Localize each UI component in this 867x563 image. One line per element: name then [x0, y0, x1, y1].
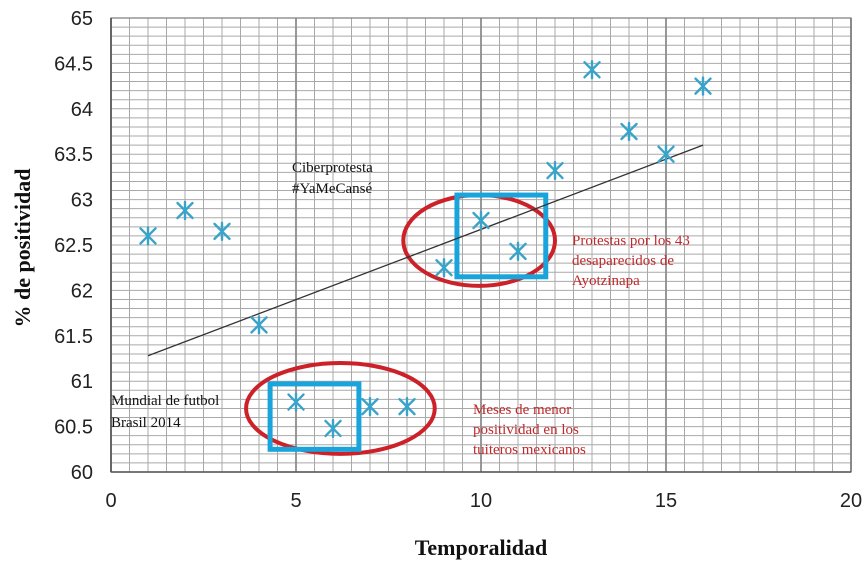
highlight-box: [267, 381, 362, 452]
y-tick-label: 60: [71, 462, 93, 484]
annotation-meses-line-1: Meses de menor: [473, 402, 571, 418]
data-point: [139, 226, 157, 246]
y-tick-label: 61.5: [54, 326, 93, 348]
data-point: [361, 396, 379, 417]
y-tick-label: 62: [71, 280, 93, 302]
annotation-mundial: Mundial de futbol Brasil 2014: [111, 393, 219, 431]
data-point: [287, 392, 305, 412]
data-point: [435, 258, 453, 278]
annotation-protestas: Protestas por los 43 desaparecidos de Ay…: [572, 233, 690, 289]
annotation-ciberprotesta: Ciberprotesta #YaMeCansé: [292, 160, 373, 197]
annotation-meses-line-2: positividad en los: [473, 422, 579, 438]
y-tick-label: 63: [71, 190, 93, 212]
highlight-box: [454, 192, 549, 280]
data-point: [472, 210, 490, 231]
annotation-meses: Meses de menor positividad en los tuiter…: [473, 402, 586, 458]
grid-lines: [110, 17, 852, 473]
data-point: [546, 160, 564, 181]
x-tick-label: 5: [290, 490, 301, 512]
annotation-protestas-line-3: Ayotzinapa: [572, 273, 640, 289]
tick-labels: 0 5 10 15 20 60 60.5 61 61.5 62 62.5 63 63.5 64 64.5 65: [54, 8, 862, 512]
x-tick-label: 10: [470, 490, 492, 512]
data-point: [324, 418, 342, 439]
annotation-meses-line-3: tuiteros mexicanos: [473, 442, 586, 458]
data-point: [694, 76, 712, 96]
highlight-shapes: [244, 192, 557, 456]
data-point: [620, 121, 638, 142]
data-point: [398, 396, 416, 417]
data-point: [250, 315, 268, 335]
y-tick-label: 62.5: [54, 235, 93, 257]
y-tick-label: 65: [71, 8, 93, 30]
y-tick-label: 64: [71, 99, 93, 121]
annotation-mundial-line-1: Mundial de futbol: [111, 393, 219, 409]
y-tick-label: 64.5: [54, 53, 93, 75]
x-axis-title: Temporalidad: [415, 535, 547, 560]
data-point: [213, 221, 231, 242]
axes: [110, 17, 852, 473]
x-tick-label: 15: [655, 490, 677, 512]
data-point: [583, 60, 601, 80]
y-tick-label: 63.5: [54, 144, 93, 166]
trendline: [147, 144, 704, 357]
highlight-ellipse: [244, 361, 437, 456]
annotation-ciberprotesta-line-1: Ciberprotesta: [292, 160, 373, 176]
data-points: [139, 60, 712, 439]
data-point: [657, 144, 675, 164]
annotation-ciberprotesta-line-2: #YaMeCansé: [292, 181, 372, 197]
y-axis-title: % de positividad: [10, 169, 35, 328]
y-tick-label: 60.5: [54, 417, 93, 439]
x-tick-label: 0: [105, 490, 116, 512]
annotation-mundial-line-2: Brasil 2014: [111, 415, 181, 431]
annotation-protestas-line-1: Protestas por los 43: [572, 233, 690, 249]
annotation-protestas-line-2: desaparecidos de: [572, 253, 674, 269]
data-point: [176, 200, 194, 221]
y-tick-label: 61: [71, 371, 93, 393]
x-tick-label: 20: [840, 490, 862, 512]
trendline-group: [147, 144, 704, 357]
data-point: [509, 241, 527, 262]
